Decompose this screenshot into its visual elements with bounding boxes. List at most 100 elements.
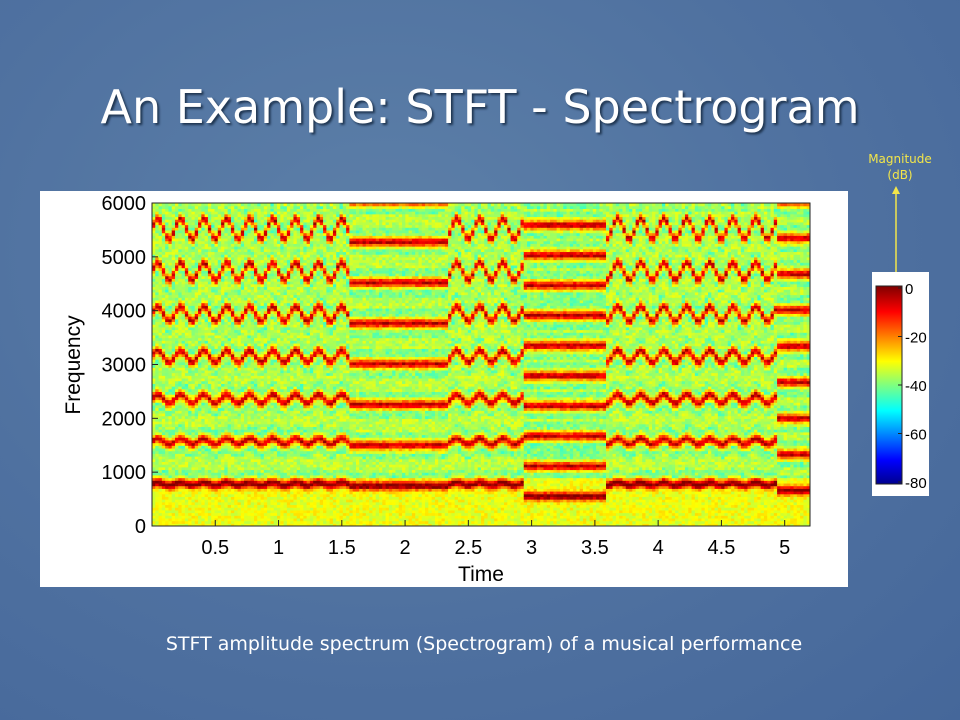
heatmap-cell [214, 337, 219, 341]
heatmap-cell [191, 281, 196, 285]
heatmap-cell [165, 361, 170, 366]
heatmap-cell [237, 450, 242, 454]
heatmap-cell [161, 310, 166, 314]
heatmap-cell [204, 386, 209, 390]
heatmap-cell [201, 437, 206, 441]
heatmap-cell [253, 377, 258, 382]
heatmap-cell [184, 434, 189, 438]
heatmap-cell [171, 337, 176, 341]
heatmap-cell [155, 316, 160, 320]
heatmap-cell [214, 461, 219, 465]
heatmap-cell [198, 246, 202, 250]
heatmap-cell [244, 367, 249, 371]
heatmap-cell [244, 402, 249, 406]
heatmap-cell [247, 229, 252, 234]
heatmap-cell [181, 496, 186, 500]
heatmap-cell [250, 520, 255, 524]
heatmap-cell [230, 294, 235, 298]
heatmap-cell [250, 310, 255, 314]
heatmap-cell [204, 472, 209, 476]
heatmap-cell [191, 442, 196, 446]
heatmap-cell [155, 232, 160, 236]
heatmap-cell [198, 493, 202, 497]
heatmap-cell [168, 227, 173, 231]
heatmap-cell [224, 348, 229, 352]
heatmap-cell [234, 248, 239, 253]
heatmap-cell [175, 216, 179, 220]
heatmap-cell [234, 294, 239, 298]
heatmap-cell [234, 216, 239, 220]
heatmap-cell [250, 445, 255, 449]
heatmap-cell [175, 504, 179, 508]
heatmap-cell [253, 332, 258, 336]
heatmap-cell [175, 469, 179, 473]
heatmap-cell [181, 321, 186, 325]
heatmap-cell [227, 246, 232, 250]
heatmap-cell [152, 302, 156, 306]
heatmap-cell [165, 367, 170, 371]
heatmap-cell [168, 294, 173, 298]
heatmap-cell [175, 474, 179, 479]
heatmap-cell [211, 507, 216, 511]
heatmap-cell [191, 423, 196, 428]
heatmap-cell [207, 491, 212, 495]
heatmap-cell [198, 270, 202, 274]
heatmap-cell [198, 302, 202, 306]
heatmap-cell [247, 523, 252, 526]
heatmap-cell [207, 474, 212, 479]
heatmap-cell [165, 348, 170, 352]
heatmap-cell [211, 509, 216, 514]
heatmap-cell [198, 326, 202, 331]
heatmap-cell [165, 243, 170, 247]
heatmap-cell [201, 302, 206, 306]
heatmap-cell [168, 345, 173, 349]
heatmap-cell [227, 394, 232, 398]
heatmap-cell [191, 332, 196, 336]
heatmap-cell [237, 248, 242, 253]
heatmap-cell [234, 259, 239, 263]
heatmap-cell [250, 305, 255, 309]
heatmap-cell [227, 235, 232, 239]
heatmap-cell [155, 262, 160, 266]
heatmap-cell [207, 412, 212, 417]
heatmap-cell [161, 326, 166, 331]
heatmap-cell [230, 351, 235, 355]
heatmap-cell [250, 493, 255, 497]
heatmap-cell [158, 240, 163, 244]
heatmap-cell [194, 434, 199, 438]
heatmap-cell [230, 429, 235, 433]
heatmap-cell [204, 332, 209, 336]
heatmap-cell [168, 437, 173, 441]
heatmap-cell [211, 219, 216, 223]
heatmap-cell [237, 305, 242, 309]
heatmap-cell [165, 439, 170, 444]
heatmap-cell [250, 264, 255, 269]
heatmap-column [253, 203, 258, 526]
heatmap-cell [161, 504, 166, 508]
heatmap-cell [224, 391, 229, 395]
heatmap-cell [217, 345, 222, 349]
heatmap-cell [244, 240, 249, 244]
heatmap-cell [181, 464, 186, 468]
heatmap-cell [171, 477, 176, 481]
heatmap-cell [201, 310, 206, 314]
heatmap-cell [165, 431, 170, 436]
heatmap-column [181, 203, 186, 526]
heatmap-cell [171, 219, 176, 223]
heatmap-cell [207, 356, 212, 360]
heatmap-cell [191, 412, 196, 417]
heatmap-cell [165, 267, 170, 271]
heatmap-cell [155, 291, 160, 296]
heatmap-cell [234, 348, 239, 352]
heatmap-cell [161, 213, 166, 218]
heatmap-cell [188, 294, 193, 298]
heatmap-cell [204, 375, 209, 379]
heatmap-cell [204, 377, 209, 382]
heatmap-cell [201, 504, 206, 508]
heatmap-cell [188, 456, 193, 460]
heatmap-cell [234, 205, 239, 209]
heatmap-cell [250, 259, 255, 263]
heatmap-cell [211, 251, 216, 255]
heatmap-cell [184, 512, 189, 516]
heatmap-cell [158, 493, 163, 497]
